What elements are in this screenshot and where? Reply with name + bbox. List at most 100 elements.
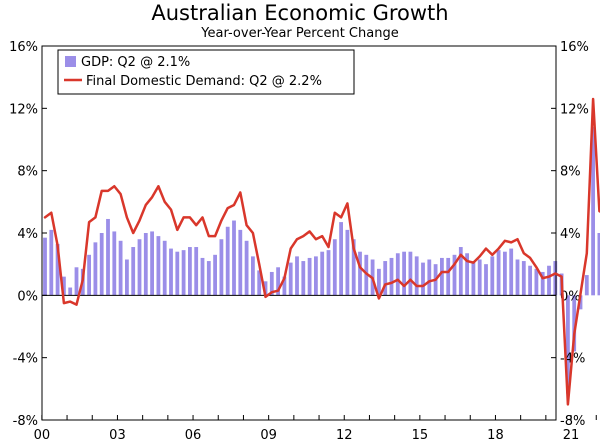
bar (496, 250, 501, 296)
bar (490, 256, 495, 296)
bar (503, 251, 507, 296)
bar (358, 251, 362, 296)
bar (452, 254, 457, 296)
x-tick-label: 18 (487, 428, 504, 443)
bar (465, 253, 469, 296)
y-axis-left-labels: 16% 12% 8% 4% 0% -4% -8% (9, 40, 38, 429)
y-tick-label-left: 12% (9, 102, 38, 117)
legend-fdd-label: Final Domestic Demand: Q2 @ 2.2% (86, 74, 322, 89)
bar (421, 262, 425, 296)
bar (295, 256, 299, 296)
y-tick-label-right: 4% (560, 227, 581, 242)
x-axis-labels: 00 03 06 09 12 15 18 21 (34, 428, 580, 443)
bar (320, 251, 325, 296)
bar (219, 239, 224, 296)
x-tick-label: 12 (336, 428, 353, 443)
bar (377, 268, 381, 296)
bar (389, 257, 394, 296)
x-tick-label: 00 (34, 428, 51, 443)
bar (137, 239, 142, 296)
bar (395, 253, 400, 296)
legend-gdp-label: GDP: Q2 @ 2.1% (81, 55, 190, 70)
fdd-line (43, 97, 600, 406)
bar (414, 256, 419, 296)
bar (307, 257, 312, 296)
bar (93, 242, 98, 296)
bar (446, 257, 451, 296)
bar (402, 251, 406, 296)
bar (162, 240, 167, 296)
bar (263, 281, 268, 296)
bar (131, 247, 136, 296)
bar (584, 275, 589, 296)
x-tick-label: 06 (185, 428, 202, 443)
bar (572, 295, 577, 352)
bar-series (43, 127, 600, 394)
plot-frame (41, 45, 557, 421)
bar (440, 257, 444, 296)
chart-subtitle: Year-over-Year Percent Change (200, 26, 398, 41)
bar (206, 261, 211, 296)
bar (169, 248, 173, 296)
legend: GDP: Q2 @ 2.1% Final Domestic Demand: Q2… (57, 49, 355, 95)
bar (326, 250, 331, 296)
legend-box (57, 49, 355, 95)
x-tick-label: 21 (563, 428, 580, 443)
bar (477, 259, 482, 296)
bar (143, 233, 148, 296)
x-tick-label: 15 (412, 428, 429, 443)
bar (509, 248, 514, 296)
bar (106, 218, 110, 296)
bar (408, 251, 413, 296)
bar (528, 265, 532, 296)
bar (125, 259, 129, 296)
bar (194, 247, 199, 296)
bar (269, 271, 274, 296)
bar (540, 271, 545, 296)
bar (99, 233, 104, 296)
bar (534, 268, 539, 296)
bar (118, 240, 123, 296)
y-tick-label-left: -8% (13, 414, 38, 429)
y-tick-label-left: 8% (17, 165, 38, 180)
y-tick-label-right: 16% (560, 40, 589, 55)
bar (521, 261, 526, 296)
bar (238, 229, 243, 296)
bar (566, 295, 570, 394)
y-tick-label-left: 0% (17, 289, 38, 304)
bar (188, 247, 192, 296)
x-tick-label: 09 (260, 428, 277, 443)
bar (112, 231, 117, 296)
y-tick-label-left: 4% (17, 227, 38, 242)
bar (547, 265, 551, 296)
bar (276, 267, 280, 296)
bar (200, 257, 205, 296)
y-tick-label-right: 12% (560, 102, 589, 117)
bar (62, 276, 66, 296)
bar (553, 261, 558, 296)
bar (314, 256, 318, 296)
bar (458, 247, 463, 296)
y-tick-label-left: -4% (13, 352, 38, 367)
bar (49, 229, 54, 296)
bar (244, 240, 249, 296)
y-axis-right-labels: 16%12%8%4%0%-4%-8% (560, 40, 589, 429)
bar (68, 287, 73, 296)
bar (175, 251, 180, 296)
bar (484, 264, 488, 296)
bar (591, 127, 595, 296)
bar (150, 231, 154, 296)
bar (87, 254, 91, 296)
bar (332, 239, 337, 296)
bar (251, 256, 255, 296)
bar (257, 270, 262, 296)
y-tick-label-left: 16% (9, 40, 38, 55)
bar (156, 236, 161, 296)
legend-gdp-swatch (65, 56, 76, 67)
bar (578, 295, 583, 310)
bar (282, 276, 287, 296)
bar (597, 233, 600, 296)
bar (364, 254, 369, 296)
bar (232, 220, 236, 296)
